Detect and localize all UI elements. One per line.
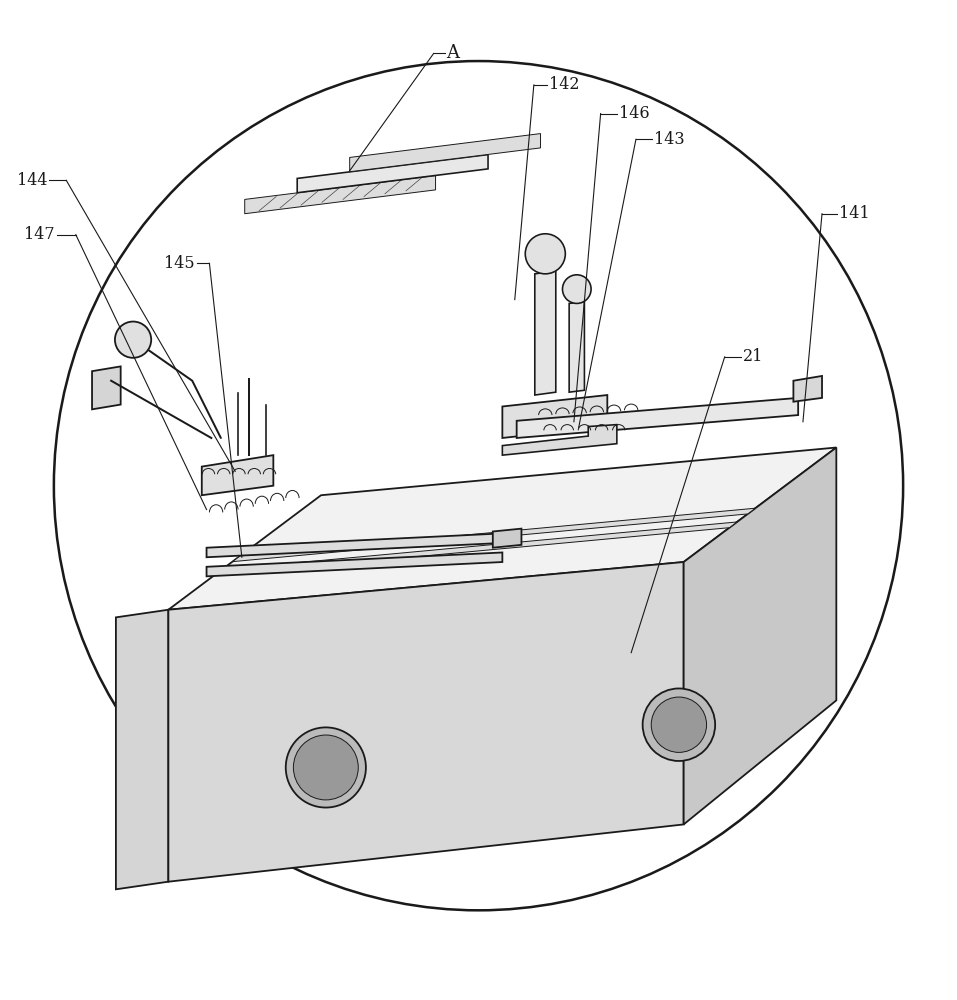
Polygon shape <box>502 395 608 438</box>
Polygon shape <box>349 134 541 172</box>
Text: 143: 143 <box>654 131 684 148</box>
Text: 142: 142 <box>549 76 580 93</box>
Circle shape <box>563 275 591 303</box>
Polygon shape <box>535 271 556 395</box>
Circle shape <box>643 688 715 761</box>
Polygon shape <box>214 522 737 575</box>
Polygon shape <box>116 610 168 889</box>
Text: 141: 141 <box>839 205 870 222</box>
Polygon shape <box>168 562 683 882</box>
Text: 144: 144 <box>16 172 47 189</box>
Polygon shape <box>517 398 798 438</box>
Text: 147: 147 <box>24 226 55 243</box>
Circle shape <box>651 697 706 752</box>
Text: 21: 21 <box>743 348 763 365</box>
Circle shape <box>286 727 366 808</box>
Polygon shape <box>92 366 121 409</box>
Text: 145: 145 <box>165 255 195 272</box>
Circle shape <box>525 234 566 274</box>
Polygon shape <box>207 533 502 557</box>
Polygon shape <box>569 302 585 392</box>
Polygon shape <box>683 448 836 824</box>
Circle shape <box>115 322 151 358</box>
Polygon shape <box>298 155 488 193</box>
Polygon shape <box>502 425 617 455</box>
Polygon shape <box>207 552 502 576</box>
Text: 146: 146 <box>619 105 650 122</box>
Polygon shape <box>245 176 435 214</box>
Polygon shape <box>202 455 274 495</box>
Circle shape <box>294 735 358 800</box>
Polygon shape <box>168 448 836 610</box>
Polygon shape <box>233 508 755 562</box>
Polygon shape <box>493 529 522 548</box>
Polygon shape <box>793 376 822 402</box>
Text: A: A <box>446 44 459 62</box>
